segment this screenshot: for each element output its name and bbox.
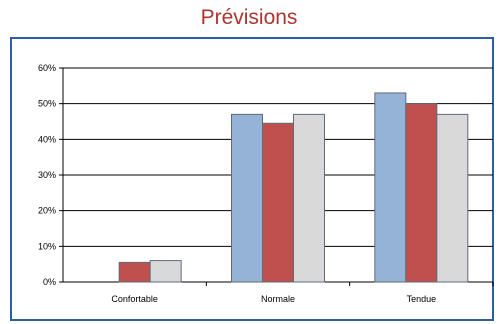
y-tick-label: 0%: [43, 277, 56, 287]
x-category-label: Tendue: [407, 294, 437, 304]
y-tick-label: 40%: [38, 134, 56, 144]
y-tick-label: 10%: [38, 241, 56, 251]
bar-tendue-2: [405, 103, 438, 283]
x-category-label: Normale: [261, 294, 295, 304]
bar-normale-3: [293, 113, 325, 283]
bar-normale-1: [231, 113, 263, 283]
y-tick-label: 30%: [38, 170, 56, 180]
bar-tendue-1: [374, 92, 407, 283]
x-category-label: Confortable: [111, 294, 158, 304]
y-tick-label: 50%: [38, 99, 56, 109]
bar-normale-2: [262, 122, 294, 283]
y-tick-label: 20%: [38, 206, 56, 216]
chart-title: Prévisions: [200, 6, 298, 29]
y-tick-label: 60%: [38, 63, 56, 73]
bar-confortable-3: [149, 260, 182, 283]
bar-tendue-3: [436, 113, 469, 283]
bar-confortable-2: [118, 261, 151, 283]
